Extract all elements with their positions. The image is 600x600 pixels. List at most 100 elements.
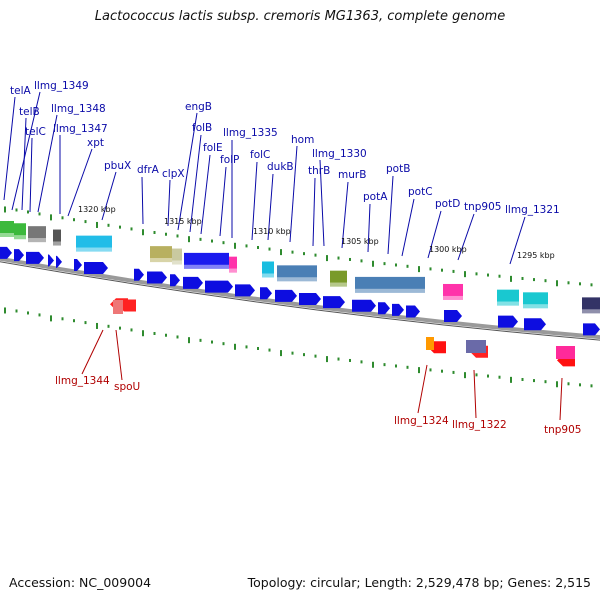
tick-bottom: [268, 348, 271, 352]
leader-line-forward: [21, 117, 27, 211]
feature-box: [184, 252, 229, 265]
tick-bottom: [544, 380, 547, 384]
tick-bottom: [188, 337, 190, 344]
gene-label-murB: murB: [338, 169, 366, 181]
feature-box: [443, 283, 463, 296]
gene-label-xpt: xpt: [87, 137, 104, 149]
feature-box: [523, 292, 548, 305]
gene-arrow-forward: [444, 309, 462, 322]
tick-top: [464, 271, 466, 278]
tick-top: [567, 281, 570, 285]
leader-line-forward: [289, 145, 298, 243]
feature-box-shade: [523, 304, 548, 309]
gene-arrow-forward: [235, 284, 255, 297]
tick-bottom: [291, 351, 294, 355]
leader-line-forward: [101, 171, 117, 221]
tick-top: [153, 230, 156, 234]
feature-box-shade: [277, 277, 317, 282]
gene-label-llmg_1349: llmg_1349: [34, 80, 89, 92]
tick-bottom: [372, 361, 374, 368]
page-title: Lactococcus lactis subsp. cremoris MG136…: [94, 9, 506, 24]
tick-bottom: [475, 373, 478, 377]
gene-label-telC: telC: [25, 126, 46, 138]
feature-box: [28, 226, 46, 239]
leader-line-forward: [29, 137, 33, 213]
leader-line-forward: [319, 159, 325, 247]
gene-label-llmg_1348: llmg_1348: [51, 103, 106, 115]
tick-bottom: [567, 382, 570, 386]
feature-box-shade: [76, 247, 112, 252]
gene-arrow-forward: [406, 305, 420, 318]
gene-label-llmg_1322: llmg_1322: [452, 419, 507, 431]
leader-line-forward: [251, 161, 258, 241]
tick-bottom: [245, 345, 248, 349]
feature-box: [53, 229, 61, 242]
tick-top: [234, 242, 236, 249]
tick-bottom: [27, 311, 29, 315]
tick-top: [406, 264, 409, 268]
tick-top: [418, 266, 420, 273]
leader-line-reverse: [81, 329, 104, 375]
gene-arrow-forward: [498, 315, 518, 328]
leader-line-forward: [509, 216, 526, 265]
scale-labels: 1320 kbp 1315 kbp 1310 kbp 1305 kbp 1300…: [78, 205, 555, 260]
gene-label-potC: potC: [408, 186, 433, 198]
leader-line-forward: [312, 177, 316, 247]
gene-label-llmg_1347: llmg_1347: [53, 123, 108, 135]
gene-arrow-forward: [299, 293, 321, 306]
feature-box-shade: [330, 282, 347, 287]
gene-arrow-forward: [170, 274, 180, 287]
feature-box-reverse: [426, 337, 434, 350]
feature-box-shade: [184, 264, 229, 269]
leader-line-forward: [3, 96, 16, 201]
gene-label-spoU: spoU: [114, 381, 140, 393]
scale-label-1305: 1305 kbp: [341, 237, 379, 246]
tick-top: [188, 236, 190, 243]
tick-bottom: [257, 346, 259, 350]
leader-line-forward: [37, 114, 58, 213]
leader-line-forward: [219, 166, 227, 237]
accession-text: Accession: NC_009004: [9, 575, 152, 590]
feature-box: [0, 220, 14, 233]
leader-line-forward: [427, 210, 442, 259]
tick-top: [119, 225, 121, 229]
tick-top: [142, 229, 144, 236]
gene-label-potB: potB: [386, 163, 410, 175]
genome-backbone-shadow: [0, 261, 600, 341]
feature-box: [172, 248, 182, 261]
tick-top: [337, 256, 340, 260]
tick-top: [27, 210, 29, 214]
tick-top: [61, 216, 64, 220]
feature-box: [330, 270, 347, 283]
gene-label-llmg_1321: llmg_1321: [505, 204, 560, 216]
gene-label-folB: folB: [192, 122, 212, 134]
tick-bottom: [38, 313, 41, 317]
tick-top: [176, 234, 179, 238]
tick-bottom: [280, 350, 282, 357]
gene-label-dukB: dukB: [267, 161, 294, 173]
tick-top: [15, 208, 18, 212]
tick-top: [590, 283, 593, 287]
label-leader-lines: [3, 91, 563, 421]
scale-label-1310: 1310 kbp: [253, 227, 291, 236]
tick-bottom: [176, 335, 179, 339]
tick-top: [96, 221, 98, 228]
tick-bottom: [429, 368, 432, 372]
gene-label-thrB: thrB: [308, 165, 330, 177]
gene-arrow-forward: [14, 249, 24, 262]
tick-top: [199, 237, 202, 241]
tick-top: [533, 278, 535, 282]
tick-top: [211, 239, 213, 243]
gene-label-folE: folE: [203, 142, 223, 154]
tick-bottom: [142, 330, 144, 337]
tick-bottom: [487, 374, 489, 378]
feature-box: [262, 261, 274, 274]
gene-arrow-forward: [524, 318, 546, 331]
feature-box-shade: [497, 301, 519, 306]
tick-top: [544, 279, 547, 283]
gene-label-llmg_1344: llmg_1344: [55, 375, 110, 387]
gene-label-clpX: clpX: [162, 168, 185, 180]
tick-bottom: [119, 326, 121, 330]
tick-marks: [4, 206, 593, 388]
